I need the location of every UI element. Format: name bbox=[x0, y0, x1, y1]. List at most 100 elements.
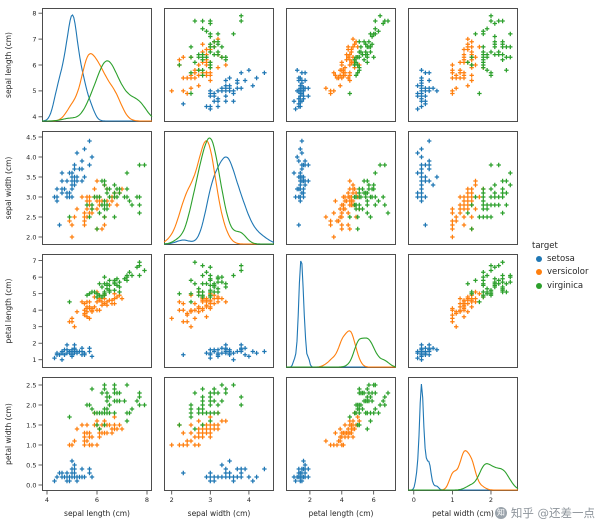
legend-label: virginica bbox=[547, 280, 584, 291]
subplot-r0c3 bbox=[408, 8, 518, 122]
x-axis-label-1: sepal width (cm) bbox=[188, 509, 251, 518]
x-tick-label: 4 bbox=[340, 496, 344, 504]
legend-label: setosa bbox=[547, 254, 575, 265]
x-axis-label-3: petal width (cm) bbox=[432, 509, 494, 518]
subplot-frame bbox=[164, 254, 274, 368]
subplot-frame bbox=[286, 254, 396, 368]
virginica-points bbox=[177, 13, 244, 96]
subplot-frame bbox=[286, 131, 396, 245]
y-tick-label: 2.0 bbox=[26, 233, 36, 241]
legend-title: target bbox=[532, 241, 558, 251]
y-tick-label: 2 bbox=[32, 340, 36, 348]
legend: target setosa versicolor virginica bbox=[530, 241, 588, 294]
legend-marker-icon bbox=[536, 282, 542, 289]
subplot-r1c3 bbox=[408, 131, 518, 245]
y-tick-label: 1 bbox=[32, 356, 36, 364]
x-tick-label: 0 bbox=[412, 496, 416, 504]
y-axis-label-0: sepal length (cm) bbox=[4, 32, 13, 98]
y-tick-label: 0.0 bbox=[26, 481, 36, 489]
setosa-points bbox=[415, 68, 440, 112]
versicolor-points bbox=[169, 410, 228, 448]
setosa-points bbox=[415, 138, 440, 228]
y-tick-label: 1.5 bbox=[26, 421, 36, 429]
subplot-frame bbox=[42, 8, 152, 122]
y-tick-label: 3 bbox=[32, 323, 36, 331]
x-tick-label: 2 bbox=[489, 496, 493, 504]
virginica-points bbox=[347, 13, 391, 96]
subplot-r3c0: 0.0 0.5 1.0 1.5 2.0 2.5 4 6 8 bbox=[26, 377, 152, 504]
subplot-frame bbox=[164, 377, 274, 491]
x-tick-label: 1 bbox=[450, 496, 454, 504]
legend-items: setosa versicolor virginica bbox=[530, 254, 588, 291]
subplot-frame bbox=[42, 377, 152, 491]
subplot-r0c0: 4 5 6 7 8 bbox=[32, 8, 153, 122]
subplot-r2c2 bbox=[286, 254, 397, 368]
virginica-points bbox=[465, 260, 513, 305]
y-tick-label: 4.0 bbox=[26, 153, 36, 161]
y-axis-label-2: petal length (cm) bbox=[4, 278, 13, 343]
y-tick-label: 5 bbox=[32, 290, 36, 298]
x-axis-label-2: petal length (cm) bbox=[309, 509, 374, 518]
setosa-points bbox=[291, 68, 311, 112]
virginica-points bbox=[465, 13, 513, 96]
setosa-kde-curve bbox=[42, 14, 152, 122]
x-tick-label: 2 bbox=[308, 496, 312, 504]
watermark: 知 知乎 @还差一点 bbox=[494, 505, 595, 521]
y-tick-label: 8 bbox=[32, 9, 36, 17]
setosa-points bbox=[52, 138, 95, 228]
virginica-kde-curve bbox=[408, 463, 519, 491]
y-tick-label: 6 bbox=[32, 273, 36, 281]
setosa-points bbox=[52, 458, 95, 484]
subplot-r0c1 bbox=[164, 8, 274, 122]
virginica-points bbox=[67, 162, 147, 232]
subplot-r1c0: 2.0 2.5 3.0 3.5 4.0 4.5 bbox=[26, 131, 152, 245]
subplot-r3c1: 2 3 4 bbox=[164, 377, 274, 504]
y-tick-label: 4 bbox=[32, 113, 36, 121]
setosa-points bbox=[181, 458, 267, 484]
legend-label: versicolor bbox=[547, 267, 589, 278]
y-tick-label: 7 bbox=[32, 257, 36, 265]
y-tick-label: 4 bbox=[32, 306, 36, 314]
subplot-frame bbox=[164, 131, 274, 245]
subplot-r2c3 bbox=[408, 254, 518, 368]
setosa-points bbox=[181, 342, 267, 362]
watermark-text: 知乎 @还差一点 bbox=[510, 506, 595, 520]
virginica-points bbox=[177, 382, 244, 432]
y-tick-label: 5 bbox=[32, 87, 36, 95]
virginica-points bbox=[177, 260, 244, 305]
y-axis-label-1: sepal width (cm) bbox=[4, 157, 13, 220]
subplot-frame bbox=[408, 377, 518, 491]
subplot-frame bbox=[408, 8, 518, 122]
legend-marker-icon bbox=[536, 269, 542, 276]
y-axis-label-3: petal width (cm) bbox=[4, 403, 13, 465]
x-tick-label: 8 bbox=[145, 496, 149, 504]
virginica-kde-curve bbox=[42, 60, 153, 122]
setosa-kde-curve bbox=[164, 156, 275, 245]
zhihu-logo-icon: 知 bbox=[494, 507, 507, 519]
subplot-frame bbox=[42, 131, 152, 245]
virginica-points bbox=[67, 382, 147, 432]
subplot-frame bbox=[408, 131, 518, 245]
y-tick-label: 2.5 bbox=[26, 381, 36, 389]
virginica-points bbox=[465, 162, 513, 232]
x-tick-label: 4 bbox=[247, 496, 251, 504]
setosa-points bbox=[181, 68, 267, 112]
x-axis-label-0: sepal length (cm) bbox=[64, 509, 130, 518]
legend-item-virginica: virginica bbox=[536, 281, 588, 291]
y-tick-label: 4.5 bbox=[26, 133, 36, 141]
subplot-r3c2: 2 4 6 bbox=[286, 377, 396, 504]
subplot-r0c2 bbox=[286, 8, 396, 122]
legend-marker-icon bbox=[536, 256, 542, 263]
legend-item-setosa: setosa bbox=[536, 254, 588, 264]
versicolor-points bbox=[450, 178, 486, 240]
y-tick-label: 3.5 bbox=[26, 173, 36, 181]
setosa-points bbox=[52, 342, 95, 362]
setosa-points bbox=[415, 342, 440, 362]
x-tick-label: 4 bbox=[45, 496, 49, 504]
subplot-frame bbox=[164, 8, 274, 122]
subplot-r2c1 bbox=[164, 254, 274, 368]
setosa-points bbox=[291, 138, 311, 228]
virginica-kde-curve bbox=[286, 337, 397, 368]
